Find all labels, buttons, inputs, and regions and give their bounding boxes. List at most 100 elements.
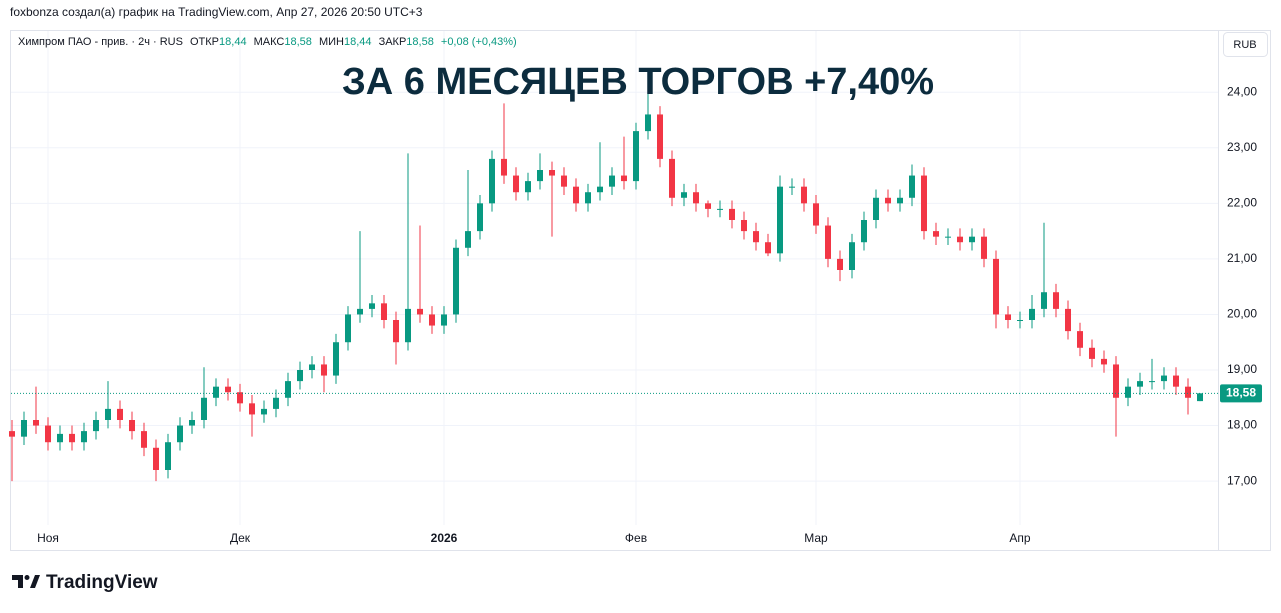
candle-body [621,175,627,182]
currency-button[interactable] [1223,32,1268,57]
x-tick-label: Ноя [37,531,59,545]
candle-body [141,431,147,448]
candle-body [549,170,555,176]
candle-body [609,175,615,187]
close-label: ЗАКР [379,36,407,48]
candle-body [81,431,87,443]
candle-body [285,381,291,398]
candle-body [369,303,375,309]
legend: Химпром ПАО - прив. · 2ч · RUS ОТКР18,44… [18,36,517,48]
candle-body [105,408,111,420]
x-tick-label: Апр [1009,531,1031,545]
candle-body [525,181,531,193]
candle-body [213,386,219,398]
open: 18,44 [219,36,247,48]
y-tick-label: 22,00 [1227,196,1257,210]
candle-body [1089,347,1095,359]
candle-body [1101,358,1107,365]
candle-body [885,197,891,204]
candles [9,89,1203,482]
candle-body [225,386,231,393]
candle-body [765,242,771,254]
currency-label: RUB [1233,39,1256,51]
candle-body [501,158,507,176]
logo-icon [24,575,30,580]
y-tick-label: 18,00 [1227,418,1257,432]
candle-body [537,170,543,182]
candle-body [825,225,831,259]
high: 18,58 [284,36,312,48]
candle-body [1065,308,1071,332]
candle-body [165,442,171,470]
candle-body [297,370,303,382]
candle-body [1149,381,1155,383]
candle-body [1137,381,1143,387]
candle-body [969,236,975,243]
logo-icon [12,575,23,588]
candle-body [705,203,711,209]
candle-body [321,364,327,376]
candle-body [957,236,963,243]
candle-body [669,158,675,198]
brand: TradingView [46,572,158,593]
attribution: foxbonza создал(а) график на TradingView… [10,5,423,19]
candle-body [1017,320,1023,321]
candle-body [9,431,15,437]
change: +0,08 (+0,43%) [441,36,517,48]
candle-body [117,408,123,420]
candle-body [129,420,135,432]
candle-body [513,175,519,193]
candle-body [1125,386,1131,398]
candle-body [357,308,363,315]
candle-body [153,447,159,470]
candle-body [417,308,423,315]
close: 18,58 [406,36,434,48]
x-tick-label: Фев [625,531,647,545]
axes: 17,00 18,00 19,00 20,00 21,00 22,00 23,00 24,00… [11,84,1262,545]
symbol: Химпром ПАО - прив. · 2ч · RUS [18,36,183,48]
open-label: ОТКР [190,36,219,48]
candle-body [1005,314,1011,320]
candle-body [477,203,483,232]
candle-body [921,175,927,232]
candle-body [21,420,27,437]
candle-body [993,258,999,315]
candle-body [1029,308,1035,320]
candle-body [645,114,651,132]
candle-body [777,186,783,254]
y-tick-label: 21,00 [1227,251,1257,265]
candle-body [93,420,99,432]
candle-body [585,192,591,204]
brand-logo: TradingView [12,572,158,593]
candle-body [453,247,459,315]
candle-body [837,258,843,270]
candle-body [345,314,351,343]
candle-body [909,175,915,198]
low: 18,44 [344,36,372,48]
candle-body [381,303,387,320]
candle-body [933,231,939,237]
candle-body [189,420,195,426]
candle-body [333,342,339,376]
candle-body [561,175,567,187]
candle-body [681,192,687,198]
candle-body [1197,393,1203,402]
candle-body [177,425,183,443]
y-tick-label: 24,00 [1227,84,1257,98]
candle-body [261,408,267,415]
candle-body [405,308,411,343]
candle-body [1077,331,1083,348]
candle-body [741,220,747,232]
y-tick-label: 20,00 [1227,307,1257,321]
candle-body [1185,386,1191,398]
candle-body [861,220,867,243]
y-tick-label: 23,00 [1227,140,1257,154]
candle-body [693,192,699,204]
logo-icon [30,575,40,588]
chart-title: ЗА 6 МЕСЯЦЕВ ТОРГОВ +7,40% [342,61,934,103]
candle-body [657,114,663,159]
candle-body [69,433,75,443]
chart-frame [10,30,1271,551]
